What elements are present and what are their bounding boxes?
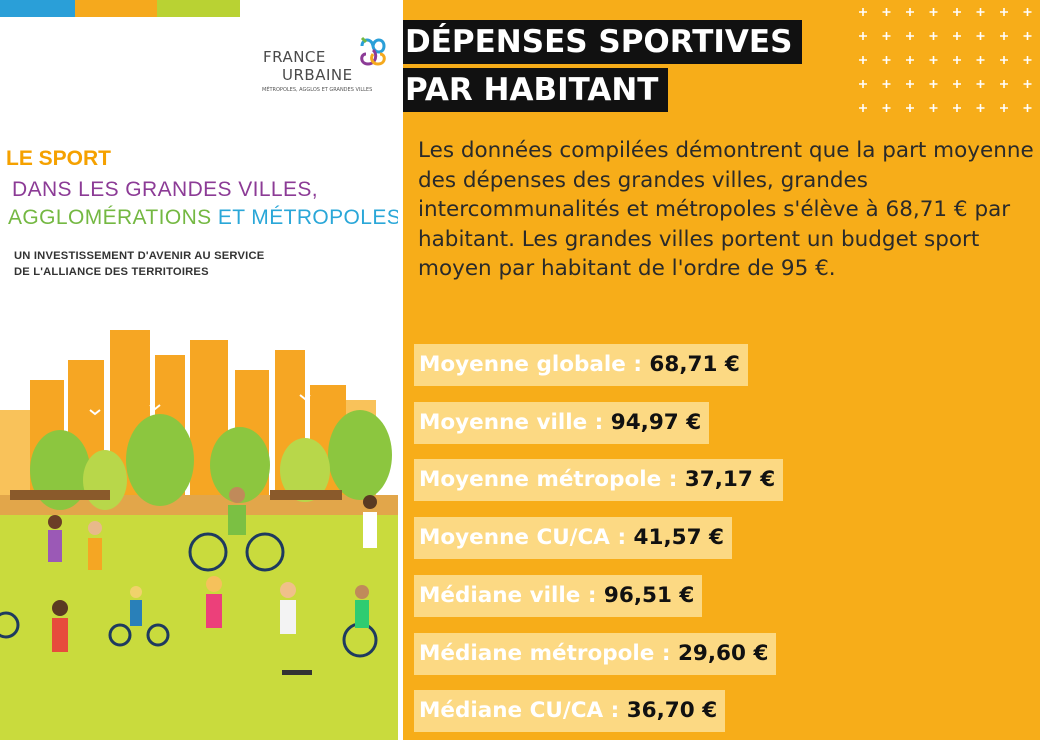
stat-row: Moyenne ville : 94,97 € xyxy=(414,402,710,444)
plus-mark xyxy=(929,56,938,64)
plus-mark xyxy=(859,80,867,88)
plus-pattern-decoration xyxy=(859,8,1032,112)
stat-colon: : xyxy=(625,352,650,377)
plus-mark xyxy=(1023,80,1032,88)
stat-value: 41,57 € xyxy=(633,525,724,550)
plus-mark xyxy=(882,32,891,40)
cover-title-line1: LE SPORT xyxy=(6,147,112,170)
plus-mark xyxy=(882,104,891,112)
stat-label: Moyenne ville xyxy=(419,410,588,435)
stat-label: Médiane métropole xyxy=(419,641,655,666)
plus-mark xyxy=(1000,80,1008,88)
plus-mark xyxy=(929,104,938,112)
plus-mark xyxy=(976,32,985,40)
plus-mark xyxy=(859,56,867,64)
plus-mark xyxy=(976,8,985,16)
intro-paragraph: Les données compilées démontrent que la … xyxy=(418,138,1034,281)
stat-label: Médiane CU/CA xyxy=(419,698,604,723)
stat-value: 36,70 € xyxy=(626,698,718,723)
cover-title-agglomerations: AGGLOMÉRATIONS xyxy=(8,206,212,229)
plus-mark xyxy=(976,80,985,88)
stat-label: Moyenne CU/CA xyxy=(419,525,610,550)
stat-value: 96,51 € xyxy=(603,583,695,608)
plus-mark xyxy=(859,104,867,112)
color-stripe-blue xyxy=(0,0,75,17)
logo-tagline: MÉTROPOLES, AGGLOS ET GRANDES VILLES xyxy=(262,87,373,93)
plus-mark xyxy=(929,32,938,40)
plus-mark xyxy=(906,56,914,64)
plus-mark xyxy=(1023,32,1032,40)
plus-mark xyxy=(1023,8,1032,16)
panel-divider xyxy=(398,0,403,740)
plus-mark xyxy=(882,56,891,64)
color-stripe-green xyxy=(157,0,240,17)
plus-mark xyxy=(1000,32,1008,40)
infographic-panel: DÉPENSES SPORTIVES PAR HABITANT Les donn… xyxy=(403,0,1040,740)
heading-line1: DÉPENSES SPORTIVES xyxy=(403,20,803,64)
report-cover: FRANCE URBAINE MÉTROPOLES, AGGLOS ET GRA… xyxy=(0,0,398,740)
stat-colon: : xyxy=(587,410,611,435)
plus-mark xyxy=(953,8,961,16)
cover-subtitle-line1: UN INVESTISSEMENT D'AVENIR AU SERVICE xyxy=(14,250,265,262)
logo-text-line1: FRANCE xyxy=(263,48,326,66)
stat-row: Médiane métropole : 29,60 € xyxy=(414,633,777,675)
plus-mark xyxy=(976,104,985,112)
stat-colon: : xyxy=(603,698,627,723)
stat-colon: : xyxy=(661,467,685,492)
plus-mark xyxy=(859,32,867,40)
stat-label: Médiane ville xyxy=(419,583,581,608)
plus-mark xyxy=(953,104,961,112)
plus-mark xyxy=(953,80,961,88)
plus-mark xyxy=(953,32,961,40)
plus-mark xyxy=(882,80,891,88)
cover-title-metropoles: ET MÉTROPOLES xyxy=(211,206,398,229)
stat-row: Moyenne CU/CA : 41,57 € xyxy=(414,517,732,559)
plus-mark xyxy=(929,80,938,88)
stat-colon: : xyxy=(654,641,678,666)
stat-value: 37,17 € xyxy=(684,467,776,492)
heading-line2: PAR HABITANT xyxy=(403,68,669,112)
stat-colon: : xyxy=(580,583,604,608)
plus-mark xyxy=(1000,8,1008,16)
cover-title-line2: DANS LES GRANDES VILLES, xyxy=(12,178,319,201)
stat-colon: : xyxy=(609,525,634,550)
plus-mark xyxy=(1023,104,1032,112)
plus-mark xyxy=(1000,104,1008,112)
plus-mark xyxy=(953,56,961,64)
color-stripe-orange xyxy=(75,0,157,17)
cover-title-line3: AGGLOMÉRATIONS ET MÉTROPOLES xyxy=(8,206,398,230)
plus-mark xyxy=(976,56,985,64)
logo-knot-icon xyxy=(360,36,386,66)
logo-text-line2: URBAINE xyxy=(282,66,353,84)
stat-value: 68,71 € xyxy=(649,352,740,377)
plus-mark xyxy=(1000,56,1008,64)
stat-label: Moyenne globale xyxy=(419,352,626,377)
stat-row: Médiane ville : 96,51 € xyxy=(414,575,703,617)
stat-value: 29,60 € xyxy=(677,641,769,666)
stat-row: Moyenne métropole : 37,17 € xyxy=(414,459,784,501)
plus-mark xyxy=(906,80,914,88)
plus-mark xyxy=(929,8,938,16)
plus-mark xyxy=(859,8,867,16)
france-urbaine-logo: FRANCE URBAINE MÉTROPOLES, AGGLOS ET GRA… xyxy=(262,32,394,94)
stat-row: Médiane CU/CA : 36,70 € xyxy=(414,690,726,732)
cover-subtitle-line2: DE L'ALLIANCE DES TERRITOIRES xyxy=(14,266,209,278)
city-park-illustration xyxy=(0,330,398,740)
plus-mark xyxy=(906,104,914,112)
plus-mark xyxy=(906,8,914,16)
plus-mark xyxy=(906,32,914,40)
stat-value: 94,97 € xyxy=(610,410,702,435)
stat-row: Moyenne globale : 68,71 € xyxy=(414,344,748,386)
stat-label: Moyenne métropole xyxy=(419,467,662,492)
plus-mark xyxy=(1023,56,1032,64)
plus-mark xyxy=(882,8,891,16)
